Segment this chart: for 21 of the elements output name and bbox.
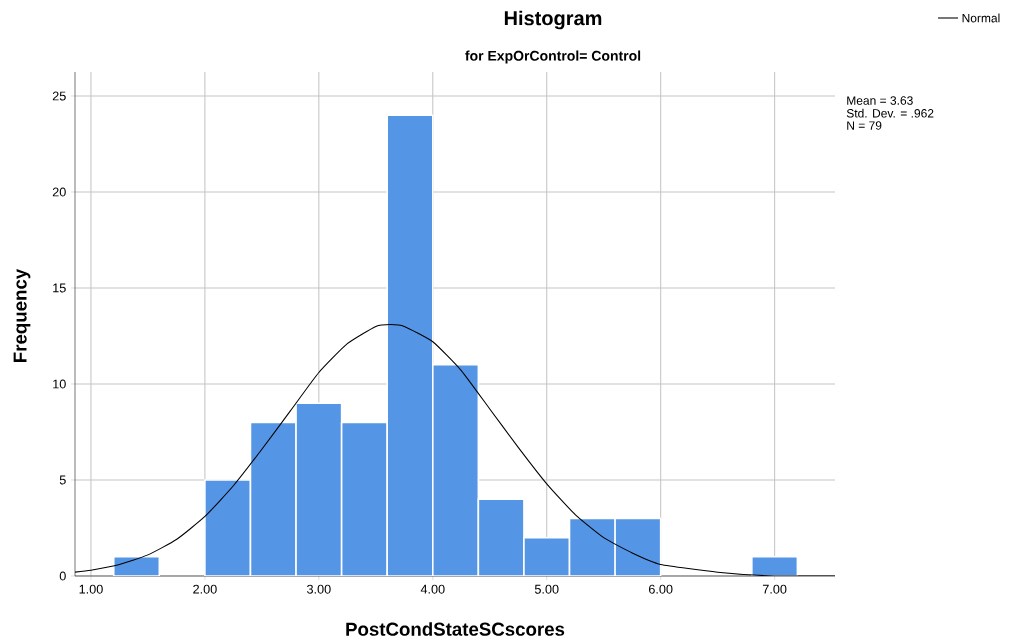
- y-axis-title: Frequency: [13, 268, 31, 362]
- text: N = 79: [847, 121, 882, 130]
- x-axis-title: PostCondStateSCscores: [346, 622, 565, 636]
- y-tick-label: 5: [59, 475, 66, 485]
- x-tick-label: 6.00: [648, 584, 673, 594]
- x-tick-label: 7.00: [762, 584, 787, 594]
- legend-label: Normal: [962, 13, 1000, 23]
- x-tick-label: 1.00: [79, 584, 103, 594]
- chart-title: Histogram: [504, 10, 602, 30]
- x-tick-label: 2.00: [193, 584, 217, 594]
- y-tick-label: 20: [52, 187, 66, 197]
- text: Mean = 3.63: [847, 96, 913, 105]
- y-tick-label: 25: [52, 91, 66, 101]
- y-tick-label: 10: [53, 379, 66, 389]
- x-tick-label: 4.00: [420, 584, 445, 594]
- text: Std. Dev. = .962: [846, 108, 934, 118]
- y-tick-label: 15: [53, 283, 66, 293]
- x-tick-label: 3.00: [306, 584, 331, 594]
- y-tick-label: 0: [59, 571, 66, 581]
- x-tick-label: 5.00: [534, 584, 559, 594]
- chart-subtitle: for ExpOrControl= Control: [465, 50, 641, 64]
